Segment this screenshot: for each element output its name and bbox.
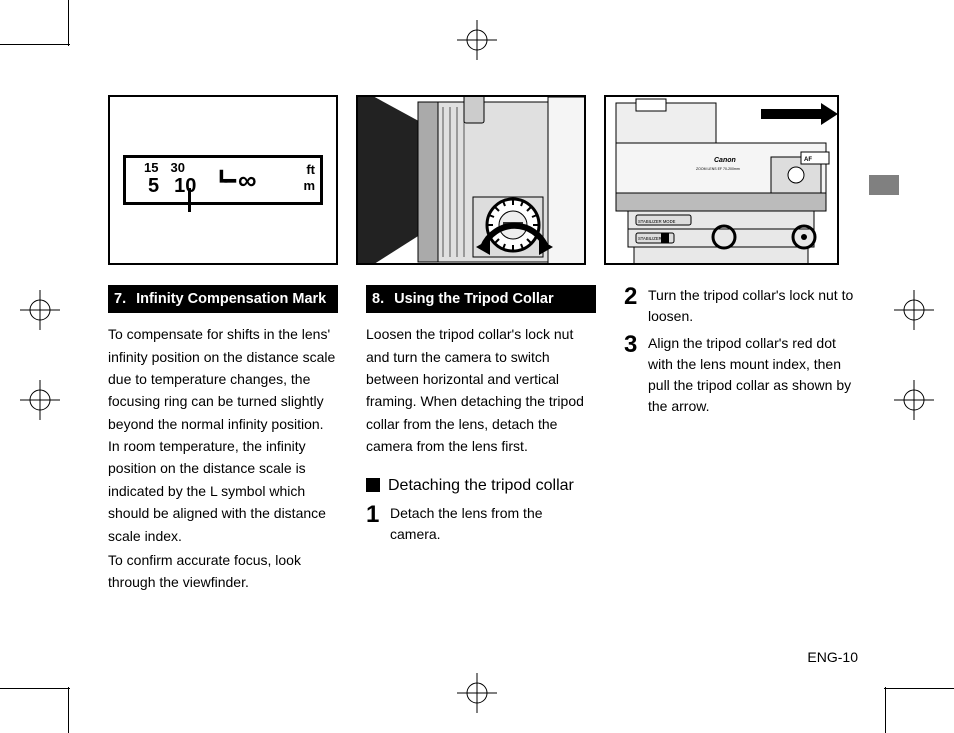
section-title: Infinity Compensation Mark — [136, 290, 326, 308]
figure-distance-scale: 15 30 5 10 ┗━ ∞ ft m — [108, 95, 338, 265]
subhead-text: Detaching the tripod collar — [388, 475, 574, 497]
crop-line — [0, 44, 70, 45]
section-8-p1: Loosen the tripod collar's lock nut and … — [366, 323, 596, 457]
register-mark-icon — [894, 290, 934, 330]
figure-row: 15 30 5 10 ┗━ ∞ ft m — [108, 95, 858, 265]
scale-label: 30 — [170, 160, 184, 175]
crop-line — [68, 0, 69, 46]
register-mark-icon — [20, 380, 60, 420]
step-3: 3 Align the tripod collar's red dot with… — [624, 333, 854, 417]
unit-ft: ft — [303, 162, 315, 178]
index-line — [188, 188, 191, 212]
label-stab: STABILIZER — [638, 236, 662, 241]
label-lens: ZOOM LENS EF 70-200mm — [696, 167, 740, 171]
figure-lens-collar — [356, 95, 586, 265]
unit-labels: ft m — [303, 162, 315, 193]
square-bullet-icon — [366, 478, 380, 492]
subhead-detach: Detaching the tripod collar — [366, 475, 596, 497]
step-text: Align the tripod collar's red dot with t… — [648, 333, 854, 417]
section-8-header: 8. Using the Tripod Collar — [366, 285, 596, 313]
section-num: 7. — [114, 290, 126, 308]
svg-text:AF: AF — [804, 157, 812, 163]
column-1: 7. Infinity Compensation Mark To compens… — [108, 285, 338, 594]
step-num: 3 — [624, 333, 642, 357]
step-2: 2 Turn the tripod collar's lock nut to l… — [624, 285, 854, 327]
label-canon: Canon — [714, 157, 736, 164]
section-7-p2: To confirm accurate focus, look through … — [108, 549, 338, 594]
step-1: 1 Detach the lens from the camera. — [366, 503, 596, 545]
register-mark-icon — [20, 290, 60, 330]
section-7-header: 7. Infinity Compensation Mark — [108, 285, 338, 313]
l-symbol: ┗━ — [216, 171, 234, 192]
register-mark-icon — [457, 20, 497, 60]
section-num: 8. — [372, 290, 384, 308]
label-stab-mode: STABILIZER MODE — [638, 219, 676, 224]
crop-line — [0, 688, 70, 689]
scale-box: 15 30 5 10 ┗━ ∞ ft m — [123, 155, 323, 205]
crop-line — [884, 688, 954, 689]
scale-label: 15 — [144, 160, 158, 175]
step-num: 2 — [624, 285, 642, 309]
unit-m: m — [303, 178, 315, 194]
page-number: ENG-10 — [807, 649, 858, 665]
crop-line — [885, 687, 886, 733]
register-mark-icon — [457, 673, 497, 713]
step-text: Turn the tripod collar's lock nut to loo… — [648, 285, 854, 327]
scale-label: 5 — [148, 175, 159, 198]
register-mark-icon — [894, 380, 934, 420]
section-7-p1: To compensate for shifts in the lens' in… — [108, 323, 338, 547]
crop-line — [68, 687, 69, 733]
column-2: 8. Using the Tripod Collar Loosen the tr… — [366, 285, 596, 594]
page-content: 15 30 5 10 ┗━ ∞ ft m — [108, 95, 858, 665]
step-num: 1 — [366, 503, 384, 527]
step-text: Detach the lens from the camera. — [390, 503, 596, 545]
text-columns: 7. Infinity Compensation Mark To compens… — [108, 285, 858, 594]
infinity-symbol: ∞ — [238, 165, 257, 196]
column-3: 2 Turn the tripod collar's lock nut to l… — [624, 285, 854, 594]
figure-camera-bottom: STABILIZER MODE STABILIZER Canon ZOOM LE… — [604, 95, 839, 265]
section-title: Using the Tripod Collar — [394, 290, 554, 308]
side-tab — [869, 175, 899, 195]
scale-label: 10 — [174, 175, 196, 198]
